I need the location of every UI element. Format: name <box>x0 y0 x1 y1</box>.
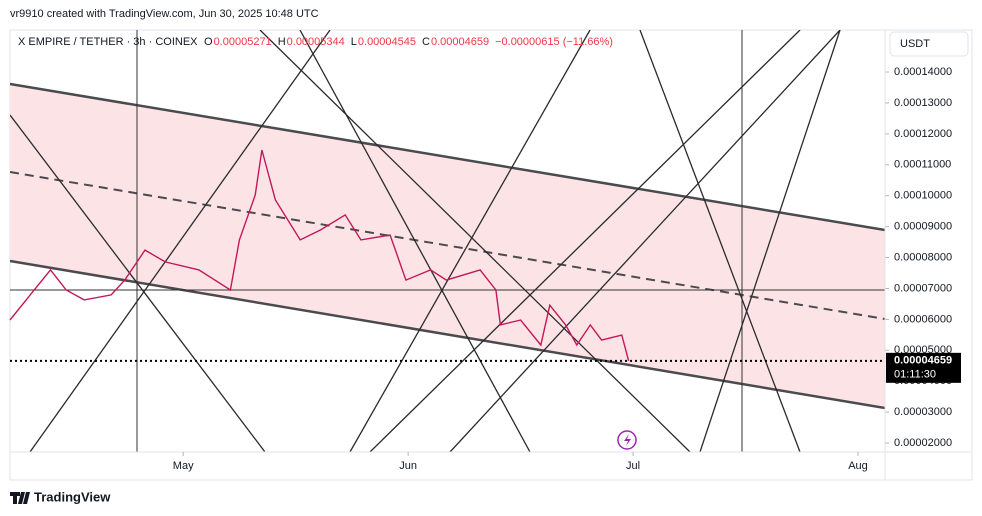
y-tick-label: 0.00006000 <box>894 313 952 325</box>
y-tick-label: 0.00007000 <box>894 282 952 294</box>
last-price-box <box>886 352 961 383</box>
ohlc-key: H <box>278 36 286 48</box>
y-tick-label: 0.00013000 <box>894 97 952 109</box>
drawings <box>10 30 885 452</box>
y-tick-label: 0.00008000 <box>894 251 952 263</box>
countdown: 01:11:30 <box>894 369 936 381</box>
ohlc: O 0.00005271 H 0.00005344 L 0.00004545 C 0.0000… <box>204 36 613 48</box>
y-tick-label: 0.00003000 <box>894 406 952 418</box>
y-tick-label: 0.00011000 <box>894 159 951 171</box>
currency: USDT <box>900 38 930 50</box>
y-tick-label: 0.00010000 <box>894 190 952 202</box>
ohlc-key: C <box>422 36 430 48</box>
last-price-label: 0.00004659 <box>894 355 952 367</box>
channel-mid <box>10 171 885 320</box>
y-tick-label: 0.00012000 <box>894 128 952 140</box>
ohlc-key: L <box>351 36 357 48</box>
y-tick-label: 0.00002000 <box>894 437 952 449</box>
ohlc-key: O <box>204 36 213 48</box>
ohlc-value: 0.00005271 <box>214 36 272 48</box>
x-tick-label: Aug <box>848 460 868 472</box>
brand: TradingView <box>34 489 111 504</box>
alert-bolt <box>624 434 631 446</box>
alert-icon[interactable] <box>617 430 637 450</box>
y-tick-label: 0.00014000 <box>894 66 952 78</box>
x-tick-label: Jun <box>399 460 417 472</box>
channel-bottom <box>10 259 885 410</box>
currency-button[interactable] <box>889 31 969 57</box>
price-line <box>9 149 630 361</box>
ohlc-value: 0.00005344 <box>287 36 345 48</box>
x-tick-label: Jul <box>626 460 640 472</box>
ohlc-value: 0.00004545 <box>358 36 416 48</box>
channel-top <box>10 82 885 232</box>
y-tick-label: 0.00009000 <box>894 221 952 233</box>
symbol: X EMPIRE / TETHER · 3h · COINEX <box>18 36 198 48</box>
x-tick-label: May <box>173 460 194 472</box>
fan-lines <box>10 30 841 452</box>
change: −0.00000615 (−11.66%) <box>495 36 613 48</box>
logo <box>10 492 30 504</box>
credit: vr9910 created with TradingView.com, Jun… <box>10 8 319 20</box>
ohlc-value: 0.00004659 <box>431 36 489 48</box>
